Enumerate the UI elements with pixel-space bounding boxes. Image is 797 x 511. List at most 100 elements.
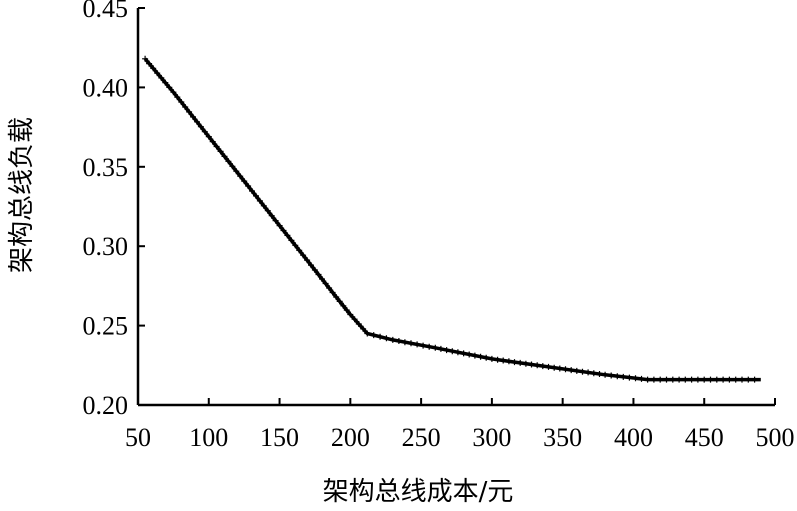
data-point: [602, 371, 609, 378]
data-point: [657, 376, 664, 383]
data-point: [632, 375, 639, 382]
data-point: [614, 373, 621, 380]
data-point: [370, 332, 377, 339]
data-point: [650, 376, 657, 383]
data-point: [568, 367, 575, 374]
data-point: [237, 173, 244, 180]
data-point: [449, 348, 456, 355]
data-point: [229, 163, 236, 170]
x-tick-labels: 50 100 150 200 250 300 350 400 450 500: [125, 423, 795, 452]
data-point: [296, 247, 303, 254]
data-point: [460, 350, 467, 357]
series-line: [143, 57, 761, 382]
data-point: [360, 325, 367, 332]
y-tick-label: 0.25: [83, 312, 129, 341]
data-point: [682, 376, 689, 383]
data-point: [162, 79, 169, 86]
data-point: [364, 330, 371, 337]
data-point: [620, 373, 627, 380]
data-point: [377, 333, 384, 340]
data-point: [217, 148, 224, 155]
data-point: [471, 352, 478, 359]
y-axis-title: 架构总线负载: [7, 117, 37, 273]
x-tick-label: 300: [472, 423, 511, 452]
data-point: [556, 365, 563, 372]
data-point: [644, 376, 651, 383]
data-point: [522, 360, 529, 367]
data-point: [280, 227, 287, 234]
data-point: [154, 70, 161, 77]
data-point: [142, 55, 149, 62]
data-point: [739, 376, 745, 383]
data-point: [329, 289, 336, 296]
data-point: [500, 357, 507, 364]
data-point: [245, 183, 252, 189]
data-point: [174, 94, 181, 101]
data-point: [205, 133, 212, 140]
data-point: [190, 113, 196, 120]
data-point: [579, 368, 586, 375]
data-point: [221, 153, 228, 160]
y-tick-label: 0.30: [83, 232, 129, 261]
data-point: [488, 355, 495, 362]
data-point: [713, 376, 720, 383]
data-point: [326, 285, 333, 291]
data-point: [701, 376, 708, 383]
x-tick-label: 150: [260, 423, 299, 452]
y-tick-label: 0.40: [83, 73, 129, 102]
data-point: [264, 207, 271, 214]
data-point: [383, 335, 390, 342]
data-point: [166, 84, 173, 91]
data-point: [256, 197, 263, 204]
data-point: [319, 276, 325, 282]
data-point: [562, 366, 569, 373]
data-point: [732, 376, 739, 383]
data-point: [288, 237, 295, 244]
data-point: [420, 342, 427, 349]
data-point: [466, 351, 473, 358]
x-tick-label: 350: [543, 423, 582, 452]
x-tick-label: 100: [189, 423, 228, 452]
data-point: [726, 376, 733, 383]
data-point: [343, 307, 350, 314]
data-point: [170, 89, 177, 96]
axes: [136, 7, 776, 407]
x-tick-label: 50: [125, 423, 151, 452]
data-point: [626, 374, 633, 381]
data-point: [347, 311, 354, 318]
data-point: [573, 367, 580, 374]
data-point: [505, 358, 512, 365]
data-point: [751, 376, 758, 383]
data-point: [720, 376, 727, 383]
data-point: [336, 298, 343, 305]
data-point: [443, 347, 450, 354]
data-point: [272, 217, 279, 224]
data-point: [437, 345, 444, 352]
data-point: [539, 363, 546, 370]
data-point: [590, 370, 597, 377]
x-axis-title: 架构总线成本/元: [323, 477, 514, 507]
data-point: [146, 60, 153, 67]
x-tick-label: 450: [685, 423, 724, 452]
data-point: [663, 376, 670, 383]
data-point: [585, 369, 592, 376]
data-point: [225, 158, 232, 165]
series-markers: [142, 55, 758, 383]
data-point: [233, 168, 240, 175]
x-tick-label: 250: [402, 423, 441, 452]
data-point: [333, 294, 340, 300]
data-point: [197, 123, 204, 130]
data-point: [511, 359, 518, 366]
y-tick-labels: 0.20 0.25 0.30 0.35 0.40 0.45: [83, 0, 129, 420]
data-point: [355, 321, 362, 327]
data-point: [596, 371, 603, 377]
data-point: [551, 364, 558, 371]
data-point: [322, 280, 329, 287]
data-point: [401, 339, 408, 346]
data-point: [676, 376, 683, 383]
data-point: [213, 143, 220, 150]
data-point: [186, 108, 193, 115]
data-point: [395, 338, 402, 344]
data-point: [241, 178, 248, 185]
